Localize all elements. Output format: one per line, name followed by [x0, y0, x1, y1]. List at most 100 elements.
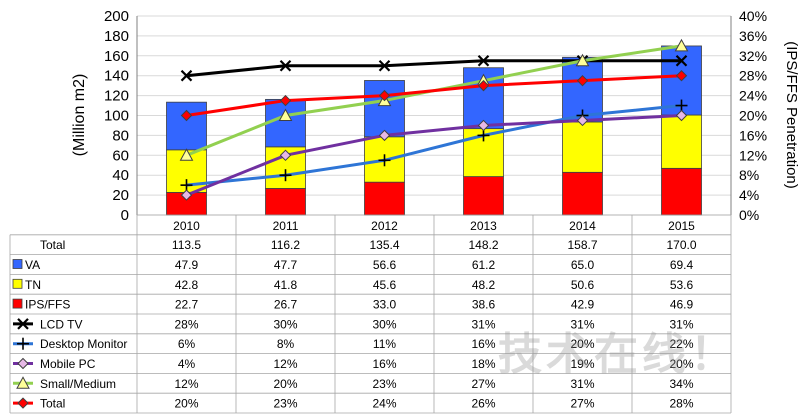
bar-ips-ffs-2011	[265, 188, 306, 216]
table-cell: 170.0	[666, 238, 696, 252]
data-table: 2010 2011 2012 2013 2014 2015 Total 113.5 116.2 1…	[9, 214, 732, 414]
table-cell: 61.2	[472, 258, 496, 272]
table-cell: 31%	[570, 377, 594, 391]
x-tick-label: 2014	[569, 219, 596, 233]
marker-desktop-monitor-2011	[279, 169, 292, 182]
x-tick-label: 2015	[668, 219, 695, 233]
table-cell: 20%	[273, 377, 297, 391]
bar-ips-ffs-2012	[364, 181, 405, 216]
table-cell: 50.6	[571, 278, 595, 292]
line-lcd-tv	[186, 59, 682, 78]
y-tick-right-label: 20%	[739, 108, 767, 124]
table-cell: 12%	[174, 377, 198, 391]
marker-mobile-pc-2012	[378, 129, 391, 142]
y-tick-left-label: 0	[121, 207, 129, 224]
table-cell: 19%	[570, 357, 594, 371]
y-tick-left-label: 200	[104, 8, 129, 25]
table-cell: 46.9	[670, 298, 694, 312]
y-axis-right-ticks: 0% 4% 8% 12% 16% 20% 24% 28% 32% 36% 40%	[739, 8, 767, 223]
table-row-label: Mobile PC	[40, 357, 96, 371]
marker-lcd-tv-2011	[279, 59, 292, 72]
marker-small-medium-2014	[575, 53, 590, 67]
table-cell: 45.6	[373, 278, 397, 292]
table-cell: 24%	[372, 397, 396, 411]
table-cell: 20%	[669, 357, 693, 371]
bar-tn-2015	[661, 114, 702, 169]
legend-key-bar	[12, 259, 23, 269]
y-tick-left-label: 140	[104, 68, 129, 85]
table-cell: 6%	[178, 337, 196, 351]
table-cell: 22%	[669, 337, 693, 351]
legend-key-bar	[12, 298, 23, 309]
table-cell: 158.7	[567, 238, 597, 252]
table-cell: 27%	[570, 397, 594, 411]
marker-mobile-pc-2013	[477, 119, 490, 132]
table-cell: 30%	[372, 317, 396, 331]
table-row-label: LCD TV	[40, 317, 82, 331]
bar-va-2011	[265, 98, 306, 148]
table-cell: 23%	[273, 397, 297, 411]
x-tick-label: 2011	[273, 219, 299, 233]
marker-mobile-pc-2015	[675, 109, 688, 122]
table-cell: 65.0	[571, 258, 595, 272]
y-tick-right-label: 8%	[739, 167, 759, 183]
table-cell: 20%	[174, 397, 198, 411]
marker-total-2010	[180, 109, 193, 122]
y-tick-left-label: 160	[104, 48, 129, 65]
table-cell: 30%	[273, 317, 297, 331]
marker-total-2013	[477, 79, 490, 92]
marker-total-2014	[576, 74, 589, 87]
table-cell: 48.2	[472, 278, 496, 292]
table-cell: 53.6	[670, 278, 694, 292]
table-cell: 31%	[471, 317, 495, 331]
table-cell: 26.7	[274, 298, 298, 312]
marker-total-2011	[279, 94, 292, 107]
table-cell: 31%	[570, 317, 594, 331]
legend-key-marker-desktop-monitor	[17, 337, 29, 350]
table-cell: 12%	[273, 357, 297, 371]
line-total-total	[186, 74, 682, 117]
marker-total-2015	[675, 69, 688, 82]
table-cell: 47.7	[274, 258, 298, 272]
marker-lcd-tv-2015	[675, 54, 688, 67]
table-row-label: IPS/FFS	[25, 298, 70, 312]
marker-mobile-pc-2014	[576, 114, 589, 127]
table-cell: 11%	[373, 337, 396, 351]
y-tick-left-label: 20	[112, 187, 129, 204]
x-tick-label: 2010	[173, 219, 200, 233]
bar-va-2010	[166, 101, 207, 151]
table-cell: 148.2	[468, 238, 498, 252]
table-cell: 18%	[471, 357, 495, 371]
table-cell: 135.4	[369, 238, 399, 252]
table-cell: 56.6	[373, 258, 397, 272]
y-tick-left-label: 60	[112, 147, 129, 164]
table-row-label: VA	[25, 258, 40, 272]
marker-desktop-monitor-2013	[477, 129, 490, 142]
table-cell: 47.9	[175, 258, 199, 272]
table-cell: 42.8	[175, 278, 199, 292]
y-tick-right-label: 28%	[739, 68, 767, 84]
table-cell: 23%	[372, 377, 396, 391]
table-cell: 16%	[471, 337, 495, 351]
bar-ips-ffs-2013	[463, 176, 504, 216]
marker-lcd-tv-2013	[477, 54, 490, 67]
table-row-label: Desktop Monitor	[40, 337, 127, 351]
legend-key-bar	[12, 278, 23, 289]
stacked-bars	[166, 45, 702, 216]
table-cell: 27%	[471, 377, 495, 391]
table-cell: 38.6	[472, 298, 496, 312]
legend-key-marker-small-medium	[16, 376, 30, 389]
y-tick-right-label: 24%	[739, 88, 767, 104]
table-cell: 31%	[669, 317, 693, 331]
axes	[136, 16, 732, 215]
y-tick-right-label: 12%	[739, 147, 767, 163]
table-cell: 4%	[178, 357, 196, 371]
marker-lcd-tv-2010	[180, 69, 193, 82]
table-cell: 116.2	[271, 238, 300, 252]
table-cell: 113.5	[172, 238, 201, 252]
y-tick-left-label: 80	[112, 127, 129, 144]
table-row-label: Small/Medium	[40, 377, 116, 391]
x-tick-label: 2013	[470, 219, 497, 233]
y-tick-right-label: 16%	[739, 127, 767, 143]
